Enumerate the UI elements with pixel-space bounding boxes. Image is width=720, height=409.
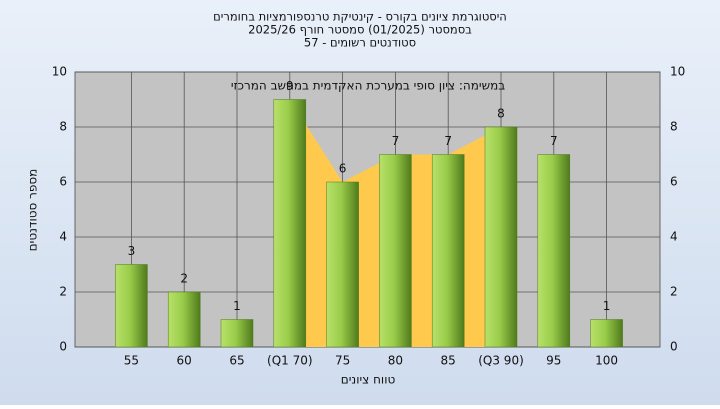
annotation: במשימה: ציון סופי במערכת האקדמית במחשב ה… <box>231 79 505 93</box>
y-tick-label: 8 <box>670 120 678 134</box>
y-tick-label: 8 <box>59 120 67 134</box>
y-tick-label: 10 <box>670 65 685 79</box>
bar <box>590 319 623 348</box>
data-label: 3 <box>128 244 136 258</box>
bar <box>537 154 571 348</box>
x-tick-label: 60 <box>177 354 192 368</box>
x-tick-label: 55 <box>124 354 139 368</box>
chart-subtitle: סטודנטים רשומים - 57 <box>304 36 416 50</box>
x-tick-label: 100 <box>595 354 618 368</box>
data-label: 7 <box>392 134 400 148</box>
bar <box>167 291 201 348</box>
y-tick-label: 2 <box>59 285 67 299</box>
bar <box>115 264 148 348</box>
data-label: 7 <box>550 134 558 148</box>
x-tick-label: 80 <box>388 354 403 368</box>
y-tick-label: 6 <box>59 175 67 189</box>
x-tick-label: (Q3 90) <box>478 354 524 368</box>
y-tick-label: 2 <box>670 285 678 299</box>
bar <box>379 154 412 348</box>
chart-subtitle: בסמסטר (01/2025) סמסטר חורף 2025/26 <box>248 23 472 37</box>
y-tick-label: 6 <box>670 175 678 189</box>
bar <box>273 99 307 348</box>
data-label: 9 <box>286 79 294 93</box>
y-axis-label: מספר סטודנטים <box>26 169 40 252</box>
chart-title: היסטוגרמת ציונים בקורס - קינטיקת טרנספור… <box>213 10 507 24</box>
data-label: 8 <box>497 107 505 121</box>
y-tick-label: 4 <box>670 230 678 244</box>
data-label: 1 <box>603 299 611 313</box>
data-label: 1 <box>233 299 241 313</box>
y-tick-label: 4 <box>59 230 67 244</box>
x-tick-label: 75 <box>335 354 350 368</box>
x-axis-label: טווח ציונים <box>341 373 396 387</box>
y-tick-label: 10 <box>52 65 67 79</box>
data-label: 2 <box>180 272 188 286</box>
x-tick-label: (Q1 70) <box>267 354 313 368</box>
bar <box>220 319 254 348</box>
x-tick-label: 65 <box>229 354 244 368</box>
y-tick-label: 0 <box>670 340 678 354</box>
x-tick-label: 85 <box>441 354 456 368</box>
bar <box>431 154 465 348</box>
x-tick-label: 95 <box>546 354 561 368</box>
bar <box>484 126 518 348</box>
data-label: 6 <box>339 162 347 176</box>
data-label: 7 <box>444 134 452 148</box>
bar <box>326 181 359 348</box>
y-tick-label: 0 <box>59 340 67 354</box>
